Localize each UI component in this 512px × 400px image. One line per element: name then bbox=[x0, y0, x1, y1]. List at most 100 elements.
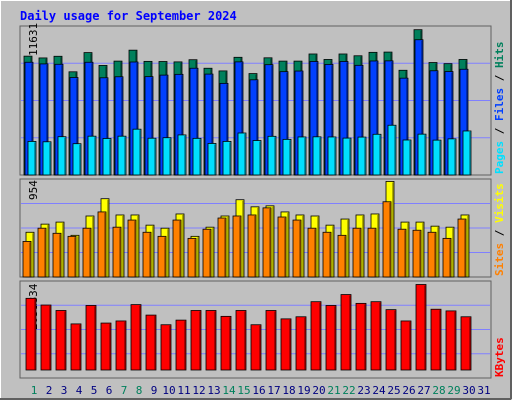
sites-bar bbox=[367, 227, 377, 278]
pages-bar bbox=[417, 133, 427, 176]
day-label: 19 bbox=[297, 384, 310, 397]
day-label: 6 bbox=[106, 384, 113, 397]
kbytes-bar bbox=[220, 315, 232, 371]
pages-bar bbox=[177, 134, 187, 176]
day-label: 8 bbox=[136, 384, 143, 397]
sites-bar bbox=[307, 227, 317, 278]
day-label: 1 bbox=[31, 384, 38, 397]
kbytes-bar bbox=[400, 320, 412, 371]
kbytes-bar bbox=[295, 316, 307, 371]
kbytes-bar bbox=[460, 316, 472, 371]
day-label: 24 bbox=[372, 384, 386, 397]
pages-bar bbox=[462, 130, 472, 176]
pages-bar bbox=[102, 138, 112, 176]
day-label: 23 bbox=[357, 384, 370, 397]
kbytes-bar bbox=[85, 305, 97, 371]
visits-sites-panel bbox=[21, 181, 490, 278]
sites-bar bbox=[352, 227, 362, 278]
day-label: 11 bbox=[177, 384, 190, 397]
sites-bar bbox=[37, 227, 47, 278]
day-label: 20 bbox=[312, 384, 325, 397]
day-label: 16 bbox=[252, 384, 265, 397]
kbytes-bar bbox=[430, 308, 442, 371]
kbytes-bar bbox=[445, 310, 457, 371]
day-label: 4 bbox=[76, 384, 83, 397]
sites-bar bbox=[202, 228, 212, 278]
day-label: 13 bbox=[207, 384, 220, 397]
pages-bar bbox=[72, 143, 82, 176]
sites-bar bbox=[427, 231, 437, 278]
pages-bar bbox=[282, 138, 292, 176]
kbytes-bar bbox=[115, 320, 127, 371]
kbytes-bar bbox=[235, 310, 247, 371]
pages-bar bbox=[447, 138, 457, 176]
pages-bar bbox=[42, 141, 52, 176]
day-label: 12 bbox=[192, 384, 205, 397]
kbytes-bar bbox=[370, 301, 382, 371]
sites-bar bbox=[217, 217, 227, 278]
sites-bar bbox=[247, 214, 257, 278]
sites-bar bbox=[172, 219, 182, 278]
day-label: 25 bbox=[387, 384, 400, 397]
sites-bar bbox=[97, 211, 107, 278]
pages-bar bbox=[387, 124, 397, 176]
visits-legend: Sites / Visits bbox=[493, 183, 506, 276]
visits-max-label: 954 bbox=[27, 180, 40, 200]
kbytes-bar bbox=[205, 310, 217, 371]
pages-bar bbox=[207, 143, 217, 176]
day-label: 9 bbox=[151, 384, 158, 397]
day-label: 3 bbox=[61, 384, 68, 397]
pages-bar bbox=[147, 137, 157, 176]
pages-bar bbox=[192, 137, 202, 176]
sites-bar bbox=[112, 226, 122, 278]
kbytes-bar bbox=[340, 294, 352, 371]
kbytes-bar bbox=[280, 318, 292, 371]
kbytes-bar bbox=[355, 302, 367, 371]
pages-bar bbox=[252, 140, 262, 176]
kbytes-bar bbox=[100, 322, 112, 371]
pages-bar bbox=[342, 137, 352, 176]
hits-legend: Pages / Files / Hits bbox=[493, 42, 506, 175]
kbytes-panel bbox=[21, 284, 490, 371]
day-axis: 1 2 3 4 5 6 7 8 9 10 11 12 13 14 15 16 17 18 19 20 21 22 23 24 2… bbox=[31, 384, 491, 397]
sites-bar bbox=[127, 219, 137, 278]
kbytes-bar bbox=[40, 304, 52, 371]
panel-kbytes-frame bbox=[19, 280, 492, 379]
day-label: 29 bbox=[447, 384, 460, 397]
pages-bar bbox=[27, 141, 37, 176]
sites-bar bbox=[22, 241, 32, 278]
pages-bar bbox=[297, 136, 307, 176]
pages-bar bbox=[312, 136, 322, 176]
day-label: 28 bbox=[432, 384, 445, 397]
day-label: 10 bbox=[162, 384, 175, 397]
sites-bar bbox=[337, 234, 347, 278]
kbytes-bar bbox=[250, 324, 262, 371]
pages-bar bbox=[162, 137, 172, 176]
day-label: 21 bbox=[327, 384, 340, 397]
sites-bar bbox=[457, 218, 467, 278]
pages-bar bbox=[267, 135, 277, 176]
pages-bar bbox=[327, 136, 337, 176]
legend-hits: Hits bbox=[493, 42, 506, 69]
sites-bar bbox=[142, 231, 152, 278]
kbytes-legend: KBytes bbox=[493, 337, 506, 377]
sites-bar bbox=[442, 237, 452, 278]
day-label: 30 bbox=[462, 384, 475, 397]
sites-bar bbox=[397, 228, 407, 278]
sites-bar bbox=[322, 231, 332, 278]
kbytes-bar bbox=[190, 310, 202, 371]
pages-bar bbox=[57, 136, 67, 176]
pages-bar bbox=[237, 132, 247, 176]
kbytes-bar bbox=[130, 304, 142, 371]
sites-bar bbox=[52, 232, 62, 278]
kbytes-bar bbox=[70, 323, 82, 371]
day-label: 31 bbox=[477, 384, 490, 397]
chart-title: Daily usage for September 2024 bbox=[20, 9, 237, 23]
pages-bar bbox=[432, 139, 442, 176]
legend-sep-1: / bbox=[493, 121, 506, 141]
kbytes-bar bbox=[415, 284, 427, 371]
sites-bar bbox=[382, 201, 392, 278]
day-label: 7 bbox=[121, 384, 128, 397]
legend-files: Files bbox=[493, 88, 506, 121]
